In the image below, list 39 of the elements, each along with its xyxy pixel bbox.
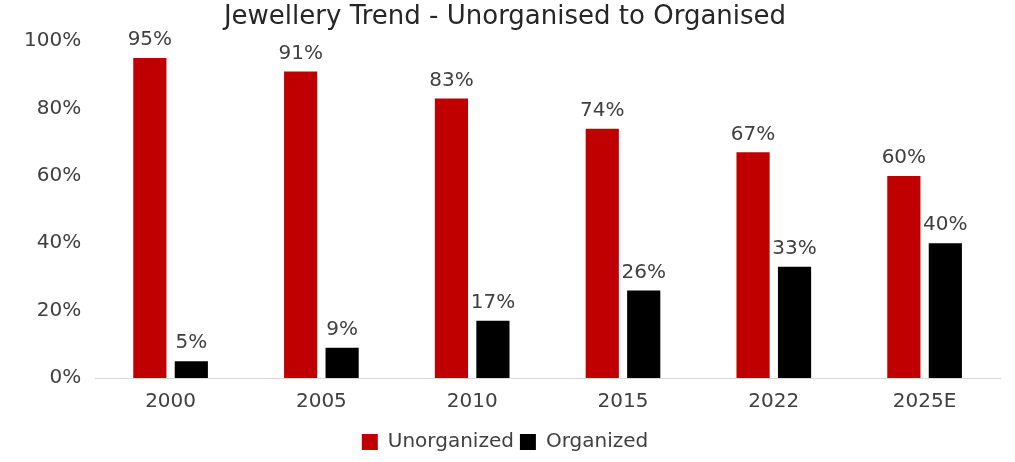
x-tick-label: 2025E xyxy=(892,388,957,413)
bar xyxy=(284,71,318,378)
data-label: 95% xyxy=(127,26,173,51)
x-tick-label: 2015 xyxy=(597,388,649,413)
bar xyxy=(325,347,359,378)
data-label: 17% xyxy=(470,288,516,313)
data-label: 60% xyxy=(881,144,927,169)
data-label: 74% xyxy=(580,96,625,121)
data-label: 33% xyxy=(772,235,817,260)
x-tick-label: 2022 xyxy=(748,388,800,413)
y-tick-label: 20% xyxy=(36,296,82,321)
data-label: 40% xyxy=(923,211,968,236)
data-label: 5% xyxy=(175,329,208,354)
bar xyxy=(736,152,770,378)
x-tick-label: 2010 xyxy=(446,388,498,413)
x-tick-label: 2000 xyxy=(145,388,197,413)
bar xyxy=(887,175,921,378)
bar xyxy=(777,266,812,378)
bar xyxy=(627,290,661,378)
legend-label: Organized xyxy=(545,428,649,453)
data-label: 26% xyxy=(621,258,666,283)
legend-label: Unorganized xyxy=(387,428,514,453)
y-tick-label: 40% xyxy=(36,229,82,254)
y-tick-label: 0% xyxy=(49,364,82,389)
y-tick-label: 80% xyxy=(36,94,82,119)
bar xyxy=(174,361,208,378)
data-label: 9% xyxy=(326,315,358,340)
y-tick-label: 60% xyxy=(36,162,82,187)
data-label: 67% xyxy=(730,120,776,145)
x-tick-label: 2005 xyxy=(295,388,347,413)
bar xyxy=(434,98,469,378)
bar xyxy=(585,128,619,378)
bar xyxy=(133,58,167,378)
chart-title: Jewellery Trend - Unorganised to Organised xyxy=(221,0,787,31)
y-tick-label: 100% xyxy=(23,27,82,52)
data-label: 83% xyxy=(429,66,474,91)
bar xyxy=(928,243,962,378)
data-label: 91% xyxy=(278,39,323,64)
bar xyxy=(476,320,510,378)
